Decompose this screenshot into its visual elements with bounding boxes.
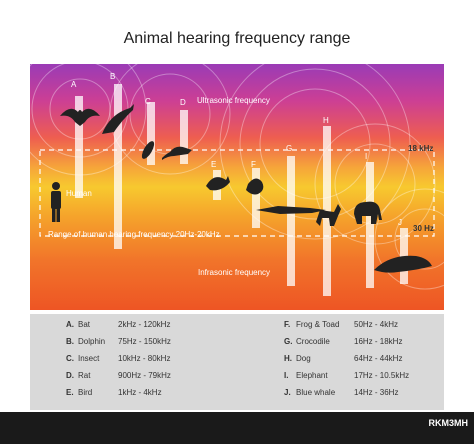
footer-bar — [0, 412, 474, 444]
animal-silhouettes — [51, 104, 432, 273]
bar-b — [114, 84, 122, 249]
marker-e: E — [211, 160, 217, 169]
dog-silhouette — [316, 204, 341, 226]
ultrasonic-label: Ultrasonic frequency — [197, 96, 270, 105]
elephant-silhouette — [354, 201, 382, 224]
marker-b: B — [110, 72, 116, 81]
legend-row: C. Insect 10kHz - 80kHz — [66, 354, 171, 363]
bar-g — [287, 156, 295, 286]
bar-f — [252, 168, 260, 228]
legend-table: A. Bat 2kHz - 120kHz B. Dolphin 75Hz - 150kH… — [30, 314, 444, 410]
legend-row: B. Dolphin 75Hz - 150kHz — [66, 337, 171, 346]
diagram-title: Animal hearing frequency range — [123, 30, 351, 47]
dolphin-silhouette — [102, 104, 134, 134]
human-range-box — [39, 149, 435, 237]
marker-d: D — [180, 98, 186, 107]
bar-d — [180, 110, 188, 164]
diagram-graphics — [30, 64, 444, 296]
insect-silhouette — [141, 141, 155, 159]
human-silhouette — [51, 182, 61, 222]
frog-silhouette — [246, 178, 264, 195]
bar-a — [75, 96, 83, 198]
marker-h: H — [323, 116, 329, 125]
bar-i — [366, 162, 374, 288]
legend-row: H. Dog 64Hz - 44kHz — [284, 354, 403, 363]
marker-i: I — [365, 152, 368, 161]
legend-row: D. Rat 900Hz - 79kHz — [66, 371, 171, 380]
marker-g: G — [286, 144, 293, 153]
human-range-label: Range of human hearing frequency 20Hz-20… — [48, 230, 220, 239]
watermark-id: RKM3MH — [428, 418, 469, 428]
frequency-diagram: A B C D E F G H I J Ultrasonic frequency… — [30, 64, 444, 310]
rat-silhouette — [162, 146, 192, 160]
legend-row: E. Bird 1kHz - 4kHz — [66, 388, 162, 397]
label-30hz: 30 Hz — [413, 224, 434, 233]
legend-row: J. Blue whale 14Hz - 36Hz — [284, 388, 399, 397]
crocodile-silhouette — [256, 206, 326, 214]
whale-silhouette — [374, 255, 432, 273]
infrasonic-label: Infrasonic frequency — [198, 268, 271, 277]
legend-row: I. Elephant 17Hz - 10.5kHz — [284, 371, 410, 380]
bar-j — [400, 228, 408, 284]
bar-c — [147, 102, 155, 165]
marker-j: J — [398, 218, 402, 227]
bat-silhouette — [60, 108, 100, 126]
marker-f: F — [251, 160, 256, 169]
legend-row: A. Bat 2kHz - 120kHz — [66, 320, 171, 329]
bird-silhouette — [206, 176, 230, 191]
legend-row: G. Crocodile 16Hz - 18kHz — [284, 337, 403, 346]
marker-a: A — [71, 80, 77, 89]
legend-row: F. Frog & Toad 50Hz - 4kHz — [284, 320, 399, 329]
label-18khz: 18 kHz — [408, 144, 434, 153]
human-label: Human — [66, 189, 92, 198]
marker-c: C — [145, 97, 151, 106]
